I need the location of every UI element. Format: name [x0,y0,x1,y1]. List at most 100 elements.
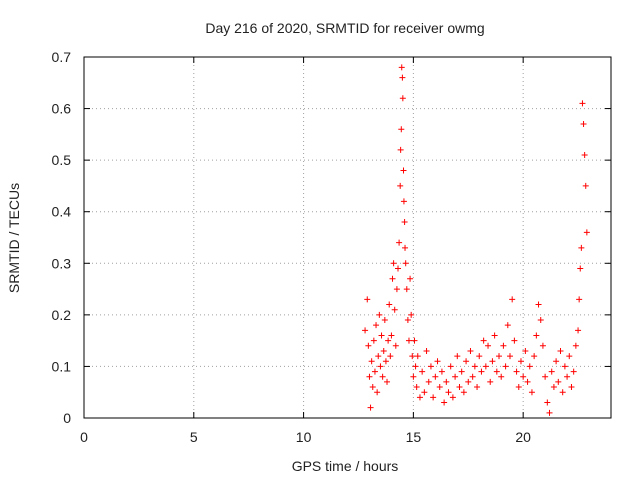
data-point [579,100,586,107]
data-point [476,353,483,360]
data-point [526,363,533,370]
data-point [408,311,415,318]
data-point [548,368,555,375]
data-point [382,358,389,365]
data-point [434,358,441,365]
data-point [411,337,418,344]
data-point [564,373,571,380]
data-point [447,363,454,370]
data-point [401,219,408,226]
data-point [489,358,496,365]
data-point [395,265,402,272]
data-point [402,244,409,251]
data-point [380,347,387,354]
data-points [362,64,590,416]
data-point [463,358,470,365]
data-point [496,353,503,360]
data-point [379,373,386,380]
data-point [397,182,404,189]
data-point [413,384,420,391]
data-point [373,322,380,329]
y-tick-label: 0.3 [52,255,72,271]
data-point [449,394,456,401]
data-point [398,64,405,71]
data-point [445,389,452,396]
data-point [500,342,507,349]
plot-frame [83,56,612,419]
data-point [425,378,432,385]
data-point [427,363,434,370]
data-point [467,347,474,354]
data-point [478,368,485,375]
data-point [566,353,573,360]
data-point [553,358,560,365]
data-point [581,151,588,158]
chart-title: Day 216 of 2020, SRMTID for receiver owm… [205,20,484,36]
data-point [474,384,481,391]
data-point [528,389,535,396]
data-point [460,389,467,396]
data-point [387,353,394,360]
data-point [436,384,443,391]
x-tick-label: 20 [515,429,531,445]
data-point [377,363,384,370]
data-point [576,296,583,303]
data-point [456,384,463,391]
data-point [535,301,542,308]
data-point [533,332,540,339]
data-point [458,368,465,375]
data-point [537,317,544,324]
y-tick-label: 0.2 [52,307,72,323]
data-point [399,95,406,102]
data-point [432,373,439,380]
y-tick-label: 0.4 [52,204,72,220]
data-point [580,121,587,128]
data-point [384,378,391,385]
data-point [524,378,531,385]
y-tick-label: 0.5 [52,152,72,168]
data-point [469,373,476,380]
data-point [388,332,395,339]
data-point [374,389,381,396]
data-point [493,368,500,375]
data-point [419,368,426,375]
data-point [559,389,566,396]
data-point [404,317,411,324]
data-point [517,358,524,365]
axis-ticks: 0 0.1 0.2 0.3 0.4 0.5 0.6 0.7 0 5 10 15 20 [52,49,611,445]
data-point [513,368,520,375]
data-point [393,286,400,293]
data-point [452,373,459,380]
data-point [572,342,579,349]
y-tick-label: 0.7 [52,49,72,65]
data-point [454,353,461,360]
data-point [555,378,562,385]
data-point [399,74,406,81]
data-point [371,368,378,375]
x-tick-label: 10 [296,429,312,445]
data-point [542,373,549,380]
y-tick-label: 0.6 [52,101,72,117]
data-point [557,347,564,354]
data-point [390,260,397,267]
data-point [491,332,498,339]
data-point [546,409,553,416]
data-point [487,378,494,385]
y-tick-label: 0 [63,410,71,426]
data-point [400,198,407,205]
data-point [480,337,487,344]
data-point [509,296,516,303]
data-point [416,394,423,401]
data-point [506,353,513,360]
data-point [539,342,546,349]
data-point [369,384,376,391]
data-point [403,286,410,293]
data-point [412,363,419,370]
x-axis-label: GPS time / hours [292,458,399,474]
data-point [366,373,373,380]
data-point [370,337,377,344]
data-point [423,347,430,354]
data-point [531,353,538,360]
data-point [414,353,421,360]
